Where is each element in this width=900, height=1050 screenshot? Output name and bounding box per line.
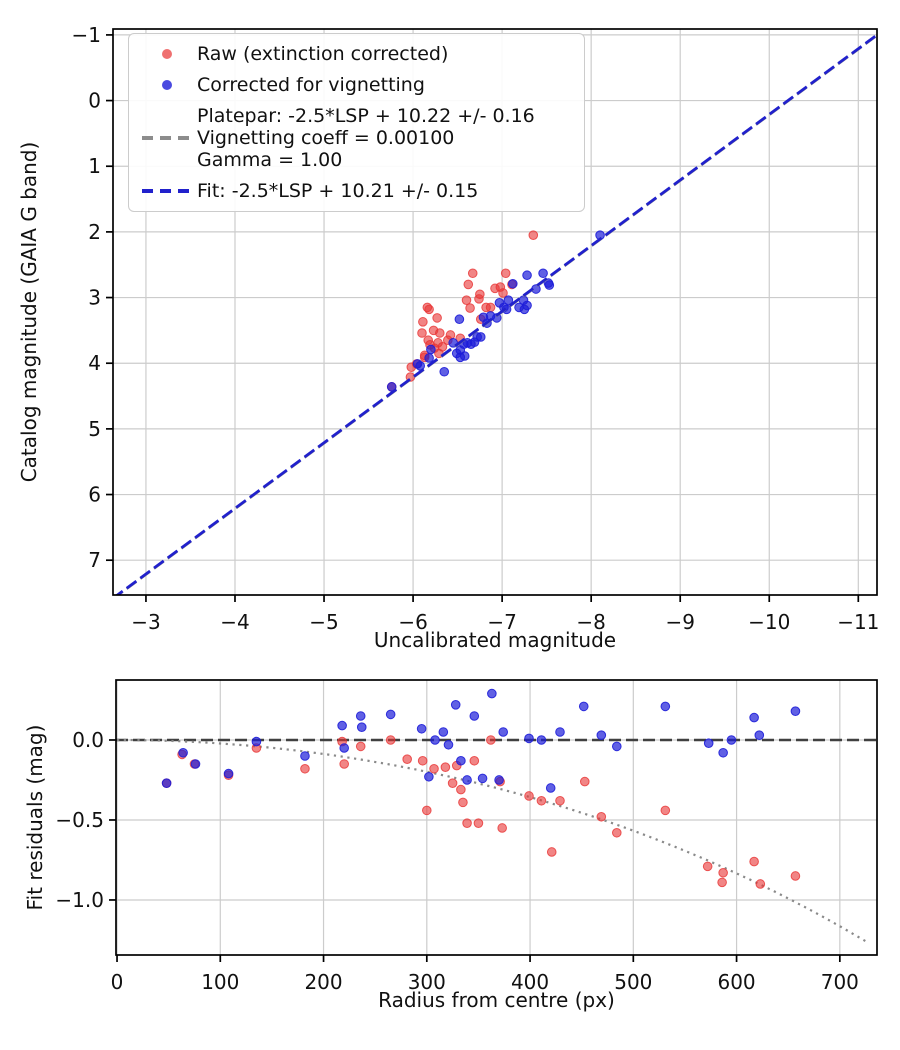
scatter-series xyxy=(386,230,539,392)
svg-text:−9: −9 xyxy=(665,610,694,634)
svg-text:100: 100 xyxy=(201,970,239,994)
scatter-series xyxy=(161,688,801,793)
svg-text:−11: −11 xyxy=(837,610,879,634)
svg-text:700: 700 xyxy=(821,970,859,994)
svg-text:1: 1 xyxy=(88,154,101,178)
svg-text:−1.0: −1.0 xyxy=(55,888,104,912)
svg-text:0.0: 0.0 xyxy=(72,728,104,752)
x-axis-label: Uncalibrated magnitude xyxy=(374,628,616,652)
svg-text:600: 600 xyxy=(717,970,755,994)
svg-text:0: 0 xyxy=(88,89,101,113)
x-axis-label: Radius from centre (px) xyxy=(378,988,615,1012)
y-axis-label: Catalog magnitude (GAIA G band) xyxy=(17,142,41,483)
svg-text:5: 5 xyxy=(88,417,101,441)
svg-text:−1: −1 xyxy=(72,23,101,47)
svg-text:4: 4 xyxy=(88,351,101,375)
svg-text:−10: −10 xyxy=(748,610,790,634)
plot-area xyxy=(116,688,877,945)
svg-text:500: 500 xyxy=(614,970,652,994)
legend-label-corrected: Corrected for vignetting xyxy=(197,74,425,96)
scatter-series xyxy=(386,230,605,392)
svg-text:300: 300 xyxy=(408,970,446,994)
legend-label-platepar: Platepar: -2.5*LSP + 10.22 +/- 0.16 Vign… xyxy=(197,105,535,171)
svg-text:−4: −4 xyxy=(220,610,249,634)
legend-entry-raw: Raw (extinction corrected) xyxy=(137,43,576,65)
vignetting-model-curve xyxy=(117,738,870,945)
plot-area xyxy=(115,33,877,595)
svg-text:−6: −6 xyxy=(398,610,427,634)
legend-entry-platepar: Platepar: -2.5*LSP + 10.22 +/- 0.16 Vign… xyxy=(137,105,576,171)
scatter-series xyxy=(161,735,801,889)
svg-text:400: 400 xyxy=(511,970,549,994)
svg-text:−7: −7 xyxy=(487,610,516,634)
svg-text:−8: −8 xyxy=(576,610,605,634)
gridlines xyxy=(116,680,877,955)
fit-residuals-chart: 0 100 200 300 400 500 600 700 0.0 −0.5 −1.0 Radius … xyxy=(23,679,878,1012)
svg-text:−3: −3 xyxy=(131,610,160,634)
platepar-dashed-line-icon xyxy=(142,136,192,140)
legend-label-raw: Raw (extinction corrected) xyxy=(197,43,449,65)
legend-label-fit: Fit: -2.5*LSP + 10.21 +/- 0.15 xyxy=(197,180,479,202)
tick-labels: 0 100 200 300 400 500 600 700 0.0 −0.5 −1.0 xyxy=(55,728,858,994)
svg-text:6: 6 xyxy=(88,483,101,507)
fit-line xyxy=(115,33,877,595)
svg-text:3: 3 xyxy=(88,286,101,310)
axes-frame xyxy=(112,28,878,596)
svg-text:2: 2 xyxy=(88,220,101,244)
fit-dashed-line-icon xyxy=(142,189,192,193)
svg-text:7: 7 xyxy=(88,548,101,572)
axes-frame xyxy=(115,679,878,956)
legend: Raw (extinction corrected) Corrected for… xyxy=(128,33,585,212)
y-axis-label: Fit residuals (mag) xyxy=(23,725,47,911)
legend-entry-corrected: Corrected for vignetting xyxy=(137,74,576,96)
svg-text:−5: −5 xyxy=(309,610,338,634)
raw-dot-marker-icon xyxy=(162,49,172,59)
corrected-dot-marker-icon xyxy=(162,80,172,90)
svg-text:0: 0 xyxy=(111,970,124,994)
svg-text:−0.5: −0.5 xyxy=(55,808,104,832)
legend-entry-fit: Fit: -2.5*LSP + 10.21 +/- 0.15 xyxy=(137,180,576,202)
svg-text:200: 200 xyxy=(304,970,342,994)
